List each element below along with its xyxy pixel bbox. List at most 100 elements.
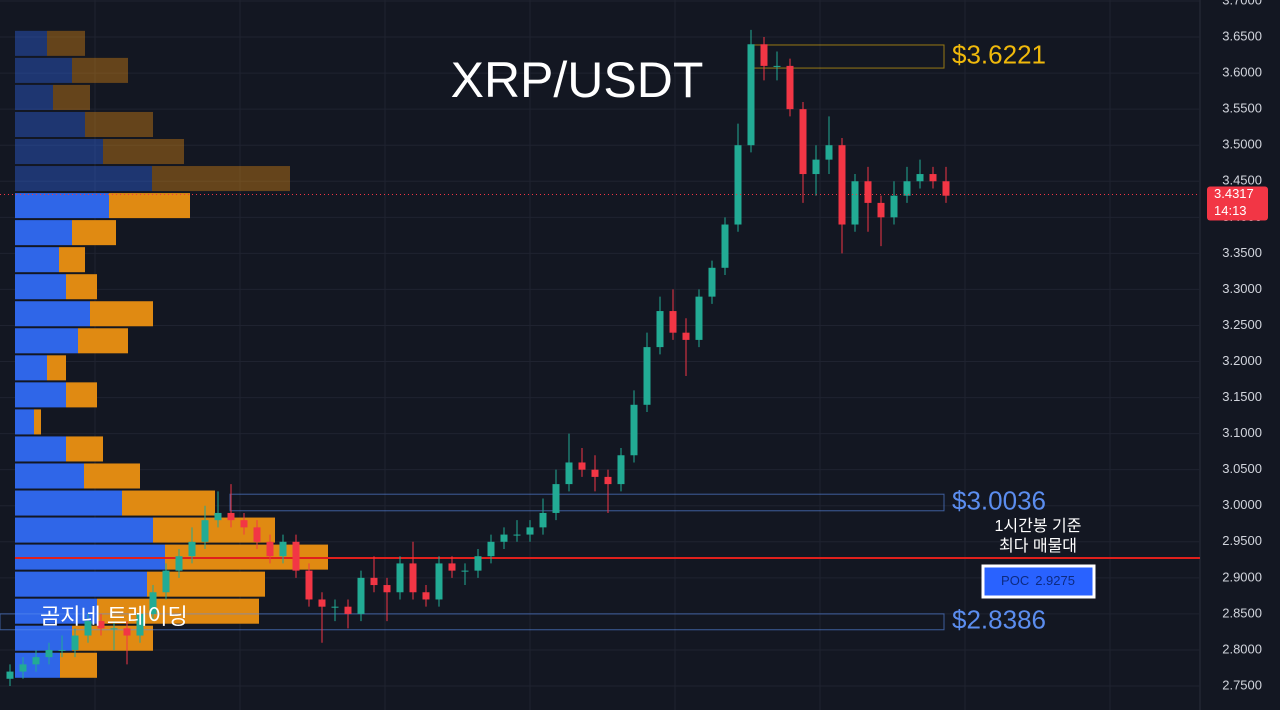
candle-body — [877, 202, 885, 218]
y-tick-label: 3.6000 — [1222, 65, 1262, 80]
candle-body — [604, 476, 612, 485]
y-tick-label: 3.5000 — [1222, 137, 1262, 152]
candle-body — [344, 606, 352, 614]
candle-body — [45, 649, 53, 658]
candle-body — [305, 570, 313, 600]
candle-body — [474, 556, 482, 571]
candle-body — [526, 527, 534, 535]
poc-caption: 1시간봉 기준 — [995, 517, 1082, 535]
profile-down — [90, 301, 153, 327]
candle-body — [721, 224, 729, 268]
candle-body — [6, 671, 14, 679]
candle-body — [500, 534, 508, 542]
poc-label-name: POC — [1001, 573, 1029, 588]
candle-body — [786, 65, 794, 110]
candle-body — [864, 181, 872, 203]
profile-down — [84, 463, 140, 489]
zone-label: $2.8386 — [952, 605, 1046, 635]
watermark: 곰지네 트레이딩 — [40, 604, 188, 629]
candle-body — [773, 65, 781, 67]
candle-body — [929, 174, 937, 182]
candle-body — [396, 563, 404, 593]
profile-up — [15, 328, 78, 354]
candle-body — [188, 541, 196, 557]
last-price-label: 3.4317 — [1214, 186, 1254, 201]
candle-body — [19, 664, 27, 672]
candle-body — [903, 181, 911, 196]
candle-body — [539, 512, 547, 528]
candle-body — [812, 159, 820, 175]
candle-body — [292, 541, 300, 571]
candle-body — [760, 44, 768, 66]
candle-body — [123, 628, 131, 636]
y-tick-label: 3.4500 — [1222, 173, 1262, 188]
candle-body — [201, 520, 209, 542]
candle-body — [734, 145, 742, 225]
profile-down — [72, 57, 128, 83]
profile-up — [15, 30, 47, 56]
poc-label-value: 2.9275 — [1035, 573, 1075, 588]
profile-up — [15, 274, 66, 300]
y-tick-label: 3.2000 — [1222, 353, 1262, 368]
y-tick-label: 2.9500 — [1222, 533, 1262, 548]
y-tick-label: 3.1000 — [1222, 425, 1262, 440]
candle-body — [695, 296, 703, 340]
candle-body — [71, 635, 79, 650]
zone-label: $3.0036 — [952, 485, 1046, 515]
candle-body — [552, 484, 560, 513]
candle-body — [331, 606, 339, 608]
y-tick-label: 3.2500 — [1222, 317, 1262, 332]
profile-up — [15, 517, 153, 543]
profile-down — [53, 84, 90, 110]
candle-body — [448, 563, 456, 571]
y-tick-label: 3.3500 — [1222, 245, 1262, 260]
profile-down — [122, 490, 215, 516]
candle-body — [58, 649, 66, 651]
candle-body — [461, 570, 469, 572]
chart-title: XRP/USDT — [451, 52, 704, 108]
profile-up — [15, 382, 66, 408]
candle-body — [682, 332, 690, 340]
candle-body — [383, 585, 391, 593]
poc-label: POC 2.9275 — [1001, 573, 1075, 588]
candle-body — [513, 534, 521, 536]
y-tick-label: 2.9000 — [1222, 569, 1262, 584]
y-tick-label: 3.0000 — [1222, 497, 1262, 512]
profile-up — [15, 490, 122, 516]
profile-down — [59, 247, 85, 273]
price-zone — [0, 613, 945, 631]
profile-up — [15, 220, 72, 246]
poc-box — [981, 564, 1096, 599]
profile-down — [66, 436, 103, 462]
profile-up — [15, 139, 103, 165]
y-tick-label: 3.3000 — [1222, 281, 1262, 296]
candle-body — [84, 621, 92, 636]
y-tick-label: 3.1500 — [1222, 389, 1262, 404]
poc-caption: 최다 매물대 — [999, 537, 1077, 555]
candle-body — [240, 520, 248, 528]
profile-down — [72, 220, 116, 246]
y-tick-label: 2.7500 — [1222, 677, 1262, 692]
candle-body — [136, 613, 144, 636]
candle-body — [149, 592, 157, 614]
profile-down — [78, 328, 128, 354]
candle-body — [916, 174, 924, 182]
profile-down — [47, 30, 85, 56]
candle-body — [97, 621, 105, 629]
candle-body — [422, 592, 430, 600]
last-price-box — [1207, 186, 1268, 221]
profile-up — [15, 57, 72, 83]
profile-down — [66, 274, 97, 300]
profile-up — [15, 166, 152, 192]
y-tick-label: 3.5500 — [1222, 101, 1262, 116]
candle-body — [409, 563, 417, 593]
candle-body — [357, 577, 365, 614]
candle-body — [591, 469, 599, 477]
candle-body — [110, 628, 118, 630]
candle-body — [838, 145, 846, 225]
profile-up — [15, 463, 84, 489]
profile-down — [60, 652, 97, 678]
candle-body — [942, 181, 950, 196]
y-tick-label: 3.7000 — [1222, 0, 1262, 7]
